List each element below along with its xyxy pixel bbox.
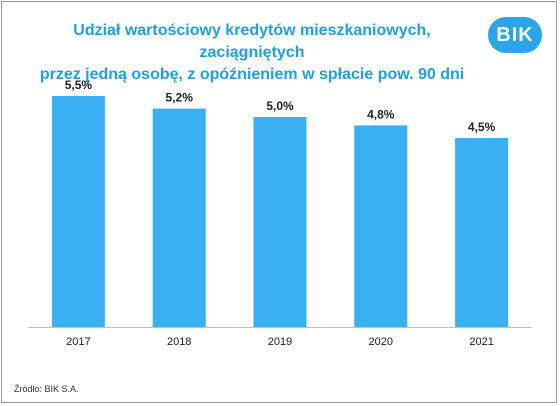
bar-2017 [51,96,105,327]
data-label-2020: 4,8% [367,107,395,121]
x-tick-label-2018: 2018 [167,336,191,348]
bik-logo: BIK [488,17,542,53]
x-tick-label-2020: 2020 [369,336,393,348]
source-note: Źródło: BIK S.A. [14,384,79,394]
bar-2021 [455,138,509,327]
x-tick-label-2017: 2017 [66,336,90,348]
bar-2019 [253,117,307,327]
bar-2018 [152,108,206,327]
data-label-2019: 5,0% [266,99,294,113]
data-label-2018: 5,2% [166,91,194,105]
data-label-2021: 4,5% [468,120,496,134]
bar-2020 [354,125,408,328]
chart-title-line-1: Udział wartościowy kredytów mieszkaniowy… [73,22,431,61]
data-label-2017: 5,5% [65,78,93,92]
x-tick-label-2021: 2021 [469,336,493,348]
chart-title-line-2: przez jedną osobę, z opóźnieniem w spłac… [39,66,465,83]
x-tick-label-2019: 2019 [268,336,292,348]
chart-title: Udział wartościowy kredytów mieszkaniowy… [22,20,482,86]
